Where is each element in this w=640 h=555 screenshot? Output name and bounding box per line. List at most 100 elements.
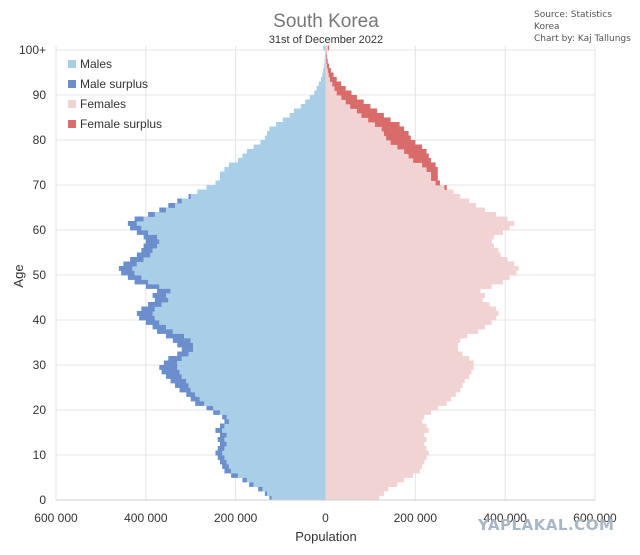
male-surplus-bar [215, 428, 223, 433]
male-bar [177, 360, 326, 366]
male-bar [228, 162, 326, 168]
male-bar [305, 99, 326, 105]
female-surplus-bar [408, 153, 429, 159]
female-bar [325, 207, 485, 213]
x-tick-label: 600 000 [34, 511, 78, 525]
male-bar [262, 486, 326, 492]
female-bar [325, 176, 432, 181]
y-tick-label: 40 [33, 313, 47, 327]
female-bar [325, 383, 463, 388]
legend-label: Males [80, 57, 112, 71]
legend-label: Male surplus [80, 77, 148, 91]
female-bar [325, 234, 494, 240]
male-surplus-bar [168, 203, 176, 208]
male-bar [314, 90, 326, 96]
y-tick-label: 50 [33, 268, 47, 282]
axes: 600 000 400 000 200 000 0 200 000 400 000 600 … [19, 43, 617, 525]
male-bar [226, 441, 326, 447]
y-tick-label: 60 [33, 223, 47, 237]
male-surplus-bar [170, 378, 187, 384]
female-bar [325, 162, 423, 168]
male-bar [132, 266, 326, 271]
female-bar [325, 158, 414, 163]
female-bar [325, 401, 447, 406]
male-bar [323, 68, 326, 73]
legend: Males Male surplus Females Female surplus [68, 57, 162, 131]
female-bar [325, 90, 337, 96]
female-bar [325, 149, 405, 154]
male-surplus-bar [213, 410, 220, 415]
female-bar [325, 95, 342, 100]
male-bar [148, 279, 326, 285]
female-bar [325, 230, 503, 235]
female-bar [325, 441, 425, 447]
male-bar [219, 171, 326, 177]
male-bar [215, 180, 326, 186]
male-bar [195, 392, 326, 397]
female-bar [325, 185, 445, 190]
female-bar [325, 86, 335, 91]
female-bar [325, 360, 474, 366]
male-bar [157, 234, 326, 240]
male-bar [159, 320, 326, 325]
male-surplus-bar [152, 293, 167, 298]
female-bar [325, 468, 420, 474]
female-surplus-bar [390, 140, 416, 145]
female-bar [325, 464, 423, 469]
female-bar [325, 324, 485, 330]
female-bar [325, 419, 423, 424]
y-tick-label: 80 [33, 133, 47, 147]
female-bar [325, 261, 515, 267]
male-bar [179, 369, 326, 375]
female-bar [325, 351, 463, 357]
female-bar [325, 338, 461, 343]
female-bar [325, 140, 391, 145]
male-surplus-bar [152, 324, 167, 330]
female-surplus-bar [328, 72, 334, 78]
female-bar [325, 68, 328, 73]
male-bar [154, 306, 326, 312]
female-bar [325, 243, 494, 249]
male-bar [199, 396, 326, 402]
female-bar [325, 212, 497, 217]
male-bar [177, 365, 326, 370]
male-bar [226, 414, 326, 420]
male-surplus-bar [224, 468, 232, 474]
female-surplus-bar [327, 68, 331, 73]
male-surplus-bar [154, 297, 169, 303]
female-surplus-bar [422, 162, 436, 168]
female-bar [325, 446, 427, 451]
female-bar [325, 72, 329, 78]
female-bar [325, 477, 405, 483]
female-bar [325, 311, 499, 316]
male-bar [166, 324, 326, 330]
y-tick-label: 90 [33, 88, 47, 102]
male-bar [226, 432, 326, 438]
male-surplus-bar [159, 207, 167, 213]
x-tick-label: 400 000 [483, 511, 527, 525]
male-bar [222, 450, 326, 456]
male-bar [213, 405, 326, 411]
female-bar [325, 306, 497, 312]
male-bar [231, 468, 326, 474]
female-surplus-bar [374, 122, 400, 127]
legend-swatch [68, 60, 76, 68]
male-surplus-bar [179, 387, 191, 393]
male-surplus-bar [145, 284, 160, 289]
male-bar [188, 383, 326, 388]
y-tick-label: 10 [33, 448, 47, 462]
female-bar [325, 288, 481, 294]
bars [118, 45, 519, 501]
male-surplus-bar [166, 374, 182, 379]
female-bar [325, 126, 382, 132]
male-bar [260, 140, 326, 145]
male-surplus-bar [177, 351, 189, 357]
male-surplus-bar [222, 464, 229, 469]
female-bar [325, 131, 384, 136]
female-surplus-bar [341, 95, 357, 100]
male-bar [294, 108, 326, 114]
male-bar [192, 342, 326, 348]
male-surplus-bar [249, 482, 254, 487]
male-surplus-bar [217, 437, 225, 442]
male-bar [181, 356, 326, 361]
